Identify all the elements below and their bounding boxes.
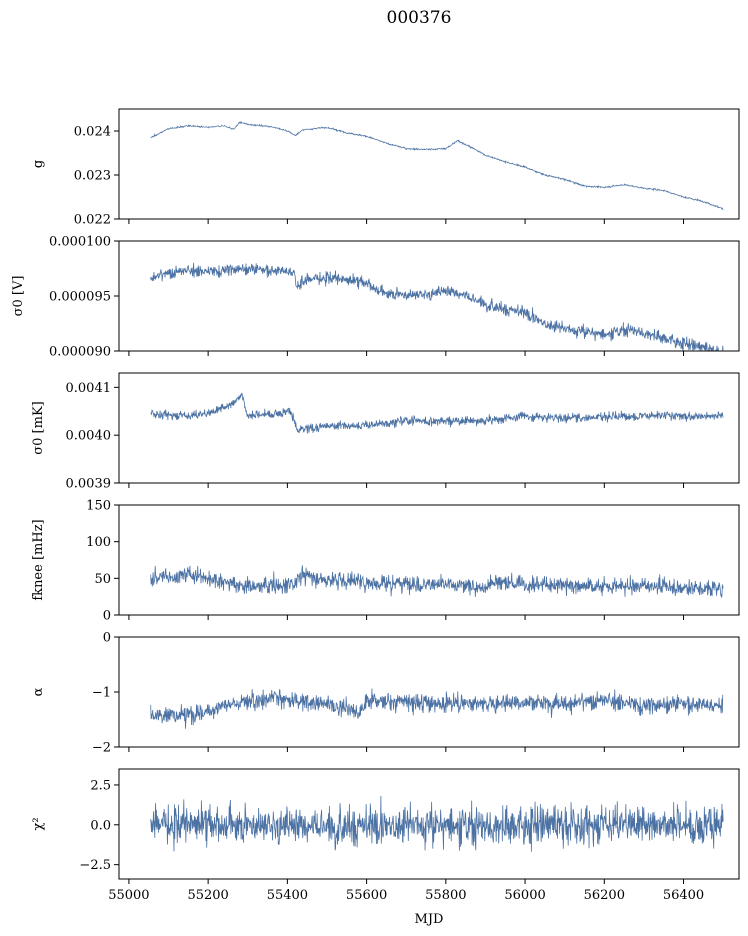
y-axis-label-sigma0_mk: σ0 [mK] <box>31 401 46 454</box>
y-tick-label-alpha: 0 <box>103 631 111 646</box>
y-tick-label-fknee: 100 <box>86 535 111 550</box>
y-axis-label-g: g <box>31 160 46 168</box>
y-tick-label-alpha: −1 <box>92 686 111 701</box>
axes-frame-fknee <box>118 504 740 616</box>
series-line-g <box>150 120 724 211</box>
x-tick-label: 56200 <box>584 888 625 903</box>
y-tick-label-chi2: 0.0 <box>90 818 111 833</box>
y-tick-label-fknee: 0 <box>103 609 111 624</box>
y-tick-label-g: 0.022 <box>74 213 111 228</box>
chart-title: 000376 <box>387 8 452 28</box>
x-tick-label: 56400 <box>663 888 704 903</box>
y-tick-label-sigma0_v: 0.000100 <box>49 235 111 250</box>
y-tick-label-fknee: 150 <box>86 499 111 514</box>
y-tick-label-sigma0_v: 0.000090 <box>49 345 111 360</box>
panel-g: 0.022 0.023 0.024 g <box>31 108 740 228</box>
x-tick-label: 55800 <box>425 888 466 903</box>
y-tick-label-sigma0_v: 0.000095 <box>49 290 111 305</box>
panel-sigma0_v: 0.000090 0.000095 0.000100 σ0 [V] <box>11 235 740 360</box>
y-axis-label-fknee: fknee [mHz] <box>31 519 46 600</box>
x-axis-label: MJD <box>415 912 444 927</box>
series-line-alpha <box>150 688 724 729</box>
panel-sigma0_mk: 0.0039 0.0040 0.0041 σ0 [mK] <box>31 372 740 492</box>
y-tick-label-chi2: −2.5 <box>79 858 111 873</box>
panel-chi2: −2.5 0.0 2.5 55000 55200 55400 55600 55800 56000… <box>31 768 740 903</box>
axes-frame-sigma0_mk <box>118 372 740 484</box>
x-tick-label: 55200 <box>187 888 228 903</box>
y-axis-label-sigma0_v: σ0 [V] <box>11 276 26 317</box>
x-tick-label: 55000 <box>108 888 149 903</box>
y-tick-label-chi2: 2.5 <box>90 778 111 793</box>
y-axis-label-chi2: χ² <box>31 817 46 830</box>
y-axis-label-alpha: α <box>31 687 46 696</box>
y-tick-label-sigma0_mk: 0.0040 <box>66 429 112 444</box>
panel-fknee: 0 50 100 150 fknee [mHz] <box>31 499 740 624</box>
series-line-fknee <box>150 565 724 598</box>
axes-frame-chi2 <box>118 768 740 880</box>
axes-frame-g <box>118 108 740 220</box>
y-tick-label-g: 0.023 <box>74 169 111 184</box>
y-tick-label-sigma0_mk: 0.0041 <box>66 381 112 396</box>
y-tick-label-fknee: 50 <box>94 572 111 587</box>
axes-frame-alpha <box>118 636 740 748</box>
panels-group: 0.0220.0230.024g0.0000900.0000950.000100… <box>11 108 740 903</box>
series-line-chi2 <box>150 795 724 852</box>
y-tick-label-sigma0_mk: 0.0039 <box>66 477 112 492</box>
y-tick-label-alpha: −2 <box>92 741 111 756</box>
series-line-sigma0_v <box>150 262 724 351</box>
panel-alpha: −2 −1 0 α <box>31 631 740 756</box>
x-tick-label: 55400 <box>267 888 308 903</box>
y-tick-label-g: 0.024 <box>74 125 111 140</box>
series-line-sigma0_mk <box>150 392 724 434</box>
x-tick-label: 55600 <box>346 888 387 903</box>
x-tick-label: 56000 <box>504 888 545 903</box>
